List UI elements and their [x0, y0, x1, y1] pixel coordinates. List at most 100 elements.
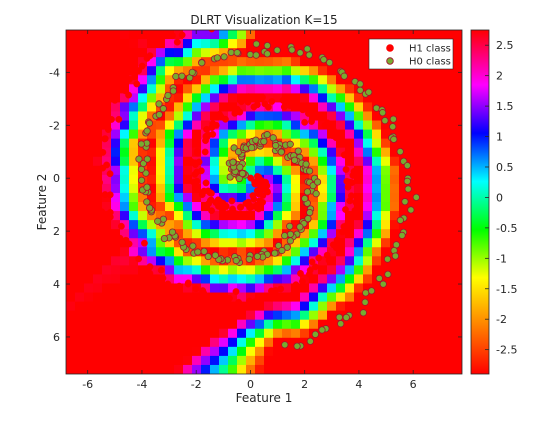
heatmap-cell [426, 30, 436, 40]
h1-point [264, 103, 272, 111]
h1-point [159, 274, 167, 282]
heatmap-cell [417, 156, 427, 167]
heatmap-cell [444, 30, 454, 40]
heatmap-cell [246, 165, 256, 176]
h0-point [306, 208, 314, 217]
heatmap-cell [381, 220, 391, 230]
heatmap-cell [219, 220, 229, 230]
heatmap-cell [435, 220, 445, 230]
heatmap-cell [147, 192, 157, 203]
heatmap-cell [237, 93, 247, 104]
h0-point [260, 137, 268, 146]
heatmap-cell [417, 147, 427, 158]
heatmap-cell [102, 147, 112, 158]
heatmap-cell [408, 337, 418, 348]
heatmap-cell [336, 238, 346, 248]
heatmap-cell [336, 93, 346, 104]
h1-point [325, 257, 333, 264]
heatmap-cell [354, 174, 364, 185]
heatmap-cell [381, 192, 391, 203]
heatmap-cell [444, 102, 454, 113]
h0-point [361, 298, 369, 306]
heatmap-cell [228, 346, 238, 357]
h1-point [135, 255, 143, 263]
heatmap-cell [264, 310, 274, 321]
heatmap-cell [66, 364, 76, 374]
h0-point [281, 341, 289, 349]
h0-point [401, 198, 409, 206]
heatmap-cell [210, 256, 220, 266]
heatmap-cell [300, 48, 310, 58]
heatmap-cell [174, 211, 184, 221]
heatmap-cell [435, 310, 445, 321]
heatmap-cell [336, 265, 346, 276]
heatmap-cell [246, 156, 256, 167]
colorbar-ticks: 2.521.510.50-0.5-1-1.5-2-2.5 [485, 39, 517, 357]
heatmap-cell [282, 364, 292, 374]
heatmap-cell [309, 147, 319, 158]
heatmap-cell [210, 147, 220, 158]
h0-point [143, 155, 151, 163]
heatmap-cell [201, 337, 211, 348]
h0-point [340, 72, 348, 80]
heatmap-cell [300, 147, 310, 158]
heatmap-cell [264, 93, 274, 104]
heatmap-cell [111, 229, 121, 239]
heatmap-cell [336, 111, 346, 122]
heatmap-cell [273, 120, 283, 131]
heatmap-cell [129, 84, 139, 94]
heatmap-cell [426, 346, 436, 357]
heatmap-cell [291, 84, 301, 94]
heatmap-cell [129, 202, 139, 212]
heatmap-cell [264, 165, 274, 176]
h1-point [235, 298, 243, 306]
heatmap-cell [183, 229, 193, 239]
heatmap-cell [327, 310, 337, 321]
heatmap-cell [246, 301, 256, 312]
h1-point [324, 119, 331, 127]
heatmap-cell [453, 238, 462, 248]
heatmap-cell [363, 39, 373, 49]
legend-label-h1: H1 class [409, 44, 451, 55]
h0-point [375, 274, 383, 282]
heatmap-cell [291, 256, 301, 266]
heatmap-cell [354, 138, 364, 149]
heatmap-cell [282, 310, 292, 321]
heatmap-cell [219, 355, 229, 366]
heatmap-cell [219, 274, 229, 285]
heatmap-cell [372, 165, 382, 176]
heatmap-cell [354, 265, 364, 276]
h1-point [259, 93, 266, 101]
heatmap-cell [156, 192, 166, 203]
h1-point [348, 179, 356, 186]
heatmap-cell [210, 84, 220, 94]
h0-point [278, 246, 286, 255]
heatmap-cell [327, 274, 337, 285]
heatmap-cell [201, 229, 211, 239]
heatmap-cell [93, 84, 103, 94]
heatmap-cell [219, 30, 229, 40]
heatmap-cell [300, 183, 310, 194]
heatmap-cell [372, 66, 382, 76]
h1-point [246, 297, 254, 305]
heatmap-cell [192, 328, 202, 339]
heatmap-cell [399, 256, 409, 266]
heatmap-cell [345, 102, 355, 113]
heatmap-cell [453, 328, 462, 339]
heatmap-cell [75, 364, 85, 374]
h0-point [306, 337, 314, 345]
heatmap-cell [138, 75, 148, 85]
heatmap-cell [417, 328, 427, 339]
heatmap-cell [354, 247, 364, 257]
heatmap-cell [120, 310, 130, 321]
heatmap-cell [111, 247, 121, 257]
heatmap-cell [345, 39, 355, 49]
heatmap-cell [165, 174, 175, 185]
heatmap-cell [120, 328, 130, 339]
heatmap-cell [219, 129, 229, 140]
heatmap-cell [138, 111, 148, 122]
heatmap-cell [291, 202, 301, 212]
heatmap-cell [336, 120, 346, 131]
heatmap-cell [219, 165, 229, 176]
heatmap-cell [129, 30, 139, 40]
